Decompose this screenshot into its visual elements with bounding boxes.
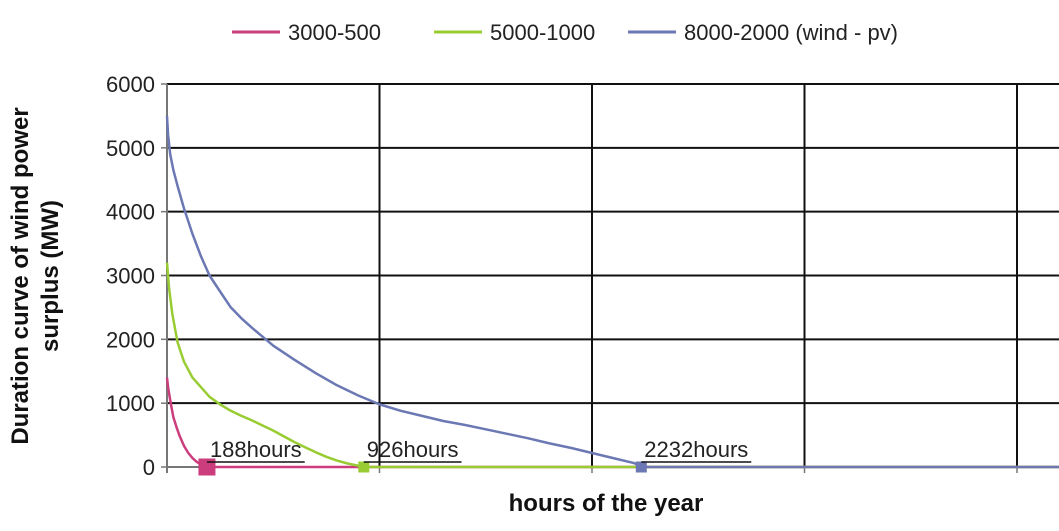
annotation-label: 2232hours [644,437,748,462]
y-axis-title-line2: surplus (MW) [37,200,64,352]
y-tick-label: 3000 [106,264,155,289]
legend-label: 3000-500 [288,20,381,45]
y-tick-label: 2000 [106,327,155,352]
y-tick-label: 4000 [106,200,155,225]
annotation-marker [198,458,216,476]
legend-label: 5000-1000 [490,20,595,45]
y-tick-label: 5000 [106,136,155,161]
y-axis-title-line1: Duration curve of wind power [7,107,34,444]
annotation-marker [635,461,647,473]
legend: 3000-500 5000-1000 8000-2000 (wind - pv) [232,20,898,45]
annotation-label: 926hours [367,437,459,462]
annotation-label: 188hours [210,437,302,462]
y-tick-label: 1000 [106,391,155,416]
y-tick-label: 6000 [106,72,155,97]
annotations: 188hours 926hours 2232hours [198,437,752,476]
annotation-marker [358,461,370,473]
series-line-2 [165,262,1059,469]
x-axis-title: hours of the year [509,490,704,517]
series-line-3 [165,115,1059,469]
gridlines [167,83,1059,467]
series-lines [165,115,1059,469]
y-tick-label: 0 [143,455,155,480]
legend-label: 8000-2000 (wind - pv) [684,20,898,45]
